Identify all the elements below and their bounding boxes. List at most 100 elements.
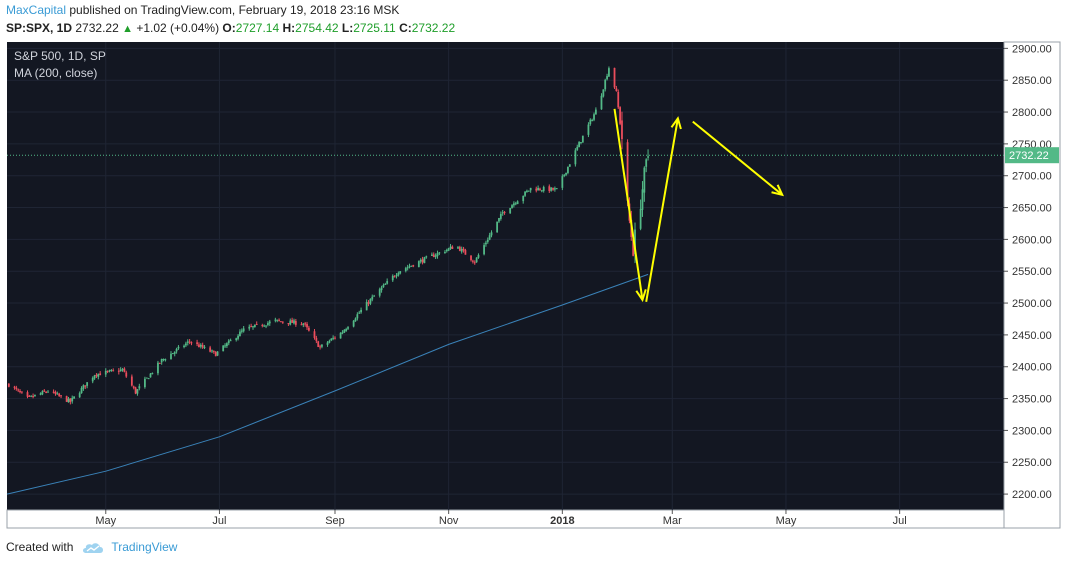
candle-up (199, 344, 202, 347)
y-tick-label: 2350.00 (1012, 394, 1052, 406)
candle-up (410, 265, 413, 267)
close-value: 2732.22 (411, 21, 456, 35)
candle-up (408, 266, 411, 268)
candle-down (19, 390, 21, 393)
candle-up (486, 239, 489, 242)
x-tick-label: Sep (325, 515, 345, 527)
candle-up (224, 345, 226, 347)
candle-up (568, 164, 571, 167)
candle-down (307, 327, 310, 331)
candle-down (458, 246, 461, 251)
candle-down (613, 67, 616, 88)
candle-up (354, 318, 357, 322)
candle-up (430, 254, 433, 256)
candle-up (457, 247, 459, 249)
candle-down (198, 344, 200, 348)
candle-down (471, 260, 474, 262)
candle-up (445, 249, 448, 252)
candle-up (475, 257, 478, 263)
candle-up (239, 331, 241, 337)
candle-up (488, 235, 491, 240)
candle-up (434, 255, 437, 258)
candle-up (93, 375, 96, 379)
candle-up (604, 79, 607, 90)
candle-down (451, 246, 454, 250)
candle-down (196, 342, 198, 344)
candle-up (330, 338, 333, 341)
candle-down (45, 391, 48, 393)
candle-up (563, 174, 566, 176)
candle-up (321, 344, 323, 347)
candle-up (39, 393, 42, 395)
candle-down (287, 323, 290, 325)
author-link[interactable]: MaxCapital (6, 3, 67, 17)
candle-up (527, 190, 530, 192)
price-chart[interactable]: 2200.00 2250.00 2300.00 2350.00 2400.00 2450.… (0, 40, 1067, 531)
candle-up (602, 89, 605, 97)
candle-up (423, 257, 426, 264)
candle-down (632, 239, 635, 256)
candle-up (177, 346, 180, 349)
candle-down (306, 323, 308, 328)
candle-down (21, 391, 23, 393)
y-tick-label: 2900.00 (1012, 43, 1052, 55)
candle-up (242, 328, 245, 332)
candle-down (334, 337, 336, 339)
y-tick-label: 2850.00 (1012, 75, 1052, 87)
candle-up (162, 359, 165, 361)
candle-down (313, 331, 316, 338)
candle-up (119, 369, 122, 372)
candle-up (639, 208, 642, 229)
candle-up (222, 345, 225, 352)
y-tick-label: 2800.00 (1012, 107, 1052, 119)
candle-down (539, 188, 541, 191)
candle-up (511, 205, 513, 209)
candle-up (160, 358, 163, 363)
candle-up (436, 253, 439, 257)
candle-up (147, 378, 150, 380)
candle-up (574, 150, 577, 165)
candle-up (71, 397, 74, 402)
candle-down (58, 393, 61, 396)
tradingview-brand[interactable]: TradingView (111, 540, 178, 554)
candle-down (7, 383, 10, 387)
candle-up (496, 221, 499, 233)
candle-down (281, 321, 284, 323)
candle-down (130, 376, 133, 386)
candle-up (108, 370, 111, 372)
arrow-head-2 (670, 116, 682, 130)
tradingview-cloud-icon (83, 543, 104, 553)
candle-up (391, 275, 394, 281)
candle-down (112, 370, 115, 372)
candle-up (170, 353, 172, 360)
arrow-line-2 (645, 118, 679, 302)
candle-down (470, 255, 472, 261)
candle-down (132, 386, 135, 388)
candle-up (555, 188, 558, 190)
candle-up (509, 208, 512, 214)
candle-up (86, 382, 89, 386)
candle-up (293, 320, 295, 324)
candle-up (371, 296, 374, 300)
candle-up (186, 341, 189, 343)
candle-down (255, 323, 258, 325)
candle-up (512, 203, 515, 206)
plot-background (7, 42, 1004, 510)
candle-down (201, 344, 204, 348)
candle-up (175, 348, 178, 352)
candle-down (250, 326, 253, 328)
arrow-line-3 (692, 120, 783, 196)
ohlc-header: SP:SPX, 1D 2732.22 ▲ +1.02 (+0.04%) O:27… (6, 21, 455, 35)
candle-down (304, 323, 307, 325)
candle-up (268, 321, 271, 324)
candle-up (326, 342, 329, 345)
last-price-label: 2732.22 (1009, 150, 1049, 162)
candle-down (315, 338, 318, 341)
candle-up (516, 201, 519, 205)
candle-down (95, 374, 98, 377)
candle-up (485, 242, 487, 245)
candle-up (580, 142, 582, 144)
candle-up (591, 119, 594, 121)
candle-up (406, 267, 409, 269)
candle-up (252, 326, 254, 328)
